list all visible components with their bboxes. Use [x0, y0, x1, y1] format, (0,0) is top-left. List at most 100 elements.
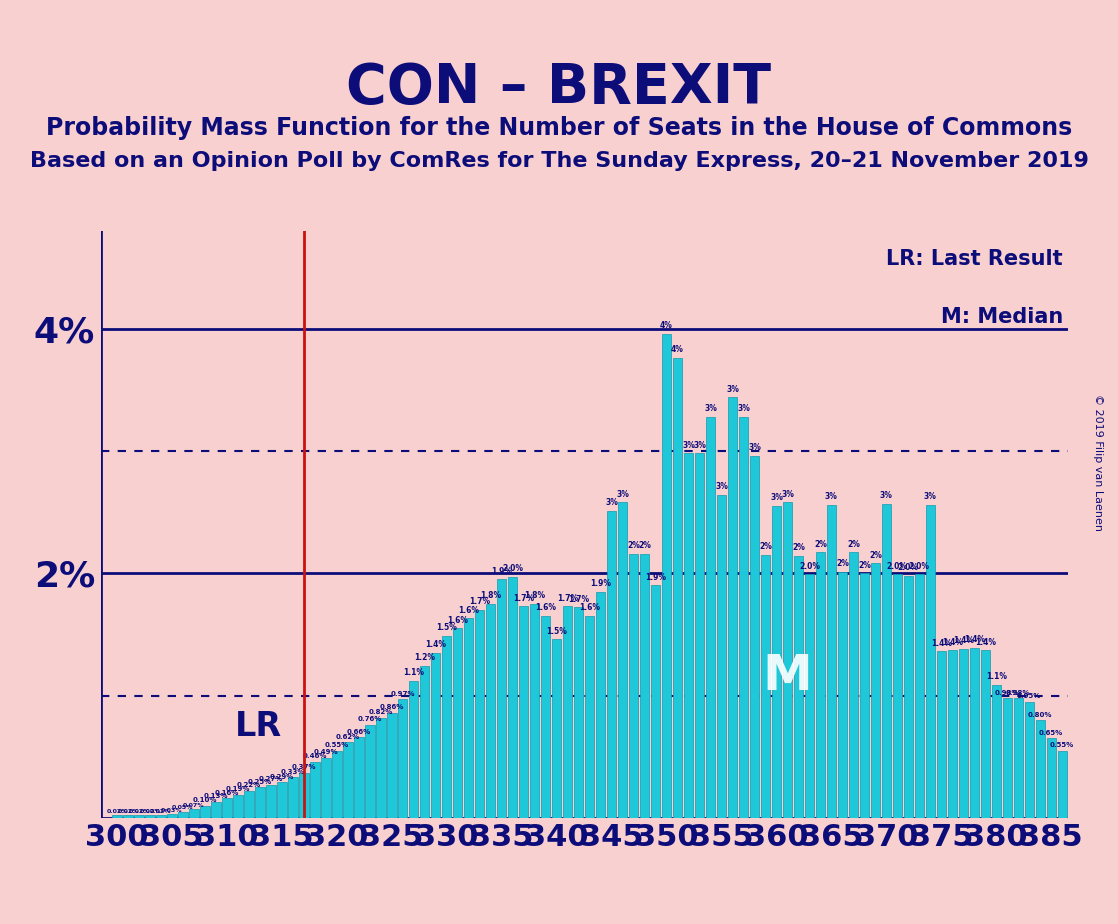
Bar — [695, 454, 704, 818]
Bar — [860, 573, 869, 818]
Text: 0.65%: 0.65% — [1039, 730, 1063, 736]
Bar — [673, 359, 682, 818]
Bar — [805, 575, 814, 818]
Text: 0.27%: 0.27% — [258, 776, 283, 783]
Bar — [849, 553, 859, 818]
Bar — [629, 553, 638, 818]
Text: 0.82%: 0.82% — [369, 709, 394, 715]
Bar — [420, 666, 429, 818]
Text: 0.98%: 0.98% — [1006, 689, 1031, 696]
Text: 0.49%: 0.49% — [313, 749, 339, 756]
Text: 1.7%: 1.7% — [513, 593, 534, 602]
Text: 1.1%: 1.1% — [986, 672, 1006, 681]
Bar — [277, 783, 286, 818]
Bar — [519, 606, 529, 818]
Bar — [728, 397, 737, 818]
Text: 0.33%: 0.33% — [281, 769, 305, 775]
Text: 1.6%: 1.6% — [447, 615, 468, 625]
Text: 3%: 3% — [770, 493, 783, 503]
Text: Based on an Opinion Poll by ComRes for The Sunday Express, 20–21 November 2019: Based on an Opinion Poll by ComRes for T… — [29, 151, 1089, 171]
Text: 4%: 4% — [671, 346, 684, 355]
Text: 0.46%: 0.46% — [303, 753, 328, 760]
Text: 0.25%: 0.25% — [248, 779, 272, 784]
Text: 1.4%: 1.4% — [931, 638, 951, 648]
Text: 2%: 2% — [836, 559, 849, 568]
Bar — [409, 681, 418, 818]
Text: 0.02%: 0.02% — [117, 809, 139, 814]
Bar — [771, 506, 781, 818]
Bar — [783, 503, 793, 818]
Bar — [826, 505, 836, 818]
Text: 3%: 3% — [704, 404, 717, 413]
Text: 2%: 2% — [638, 541, 651, 550]
Bar — [332, 750, 342, 818]
Bar — [508, 577, 518, 818]
Text: 0.29%: 0.29% — [269, 773, 294, 780]
Bar — [255, 787, 265, 818]
Bar — [837, 572, 847, 818]
Bar — [948, 650, 957, 818]
Text: 1.7%: 1.7% — [568, 595, 589, 603]
Text: 0.97%: 0.97% — [390, 691, 415, 697]
Text: 3%: 3% — [880, 491, 893, 500]
Bar — [684, 454, 693, 818]
Text: 0.02%: 0.02% — [150, 809, 172, 814]
Text: 2.0%: 2.0% — [887, 562, 908, 571]
Bar — [882, 504, 891, 818]
Bar — [607, 511, 616, 818]
Bar — [717, 495, 727, 818]
Bar — [937, 651, 946, 818]
Text: 2%: 2% — [792, 543, 805, 553]
Bar — [398, 699, 407, 818]
Bar — [618, 503, 627, 818]
Text: 2.0%: 2.0% — [502, 565, 523, 573]
Text: 1.5%: 1.5% — [547, 626, 567, 636]
Text: 3%: 3% — [923, 492, 937, 501]
Bar — [475, 610, 484, 818]
Text: M: Median: M: Median — [940, 308, 1063, 327]
Bar — [1003, 698, 1012, 818]
Bar — [816, 553, 825, 818]
Bar — [442, 636, 452, 818]
Bar — [168, 814, 177, 818]
Bar — [639, 553, 650, 818]
Text: M: M — [762, 651, 813, 699]
Bar — [113, 815, 122, 818]
Text: 0.16%: 0.16% — [215, 790, 239, 796]
Text: 1.9%: 1.9% — [645, 573, 666, 582]
Text: 0.03%: 0.03% — [161, 808, 183, 813]
Text: 0.37%: 0.37% — [292, 764, 316, 770]
Bar — [1058, 750, 1067, 818]
Text: 1.8%: 1.8% — [481, 591, 501, 601]
Bar — [596, 591, 605, 818]
Text: 2%: 2% — [858, 561, 871, 569]
Text: 0.19%: 0.19% — [226, 786, 250, 792]
Text: 0.22%: 0.22% — [237, 783, 262, 788]
Bar — [585, 616, 595, 818]
Bar — [794, 556, 803, 818]
Bar — [486, 603, 495, 818]
Bar — [739, 417, 748, 818]
Bar — [145, 815, 154, 818]
Text: 1.9%: 1.9% — [491, 566, 512, 576]
Text: 3%: 3% — [605, 498, 618, 507]
Text: 1.7%: 1.7% — [557, 593, 578, 602]
Bar — [958, 649, 968, 818]
Bar — [123, 815, 133, 818]
Bar — [1035, 720, 1045, 818]
Bar — [453, 628, 463, 818]
Bar — [464, 618, 473, 818]
Bar — [288, 777, 297, 818]
Bar — [200, 806, 210, 818]
Text: 1.4%: 1.4% — [953, 637, 974, 645]
Bar — [980, 650, 989, 818]
Text: 0.10%: 0.10% — [192, 797, 217, 803]
Text: 1.1%: 1.1% — [404, 668, 425, 677]
Text: 3%: 3% — [716, 482, 728, 492]
Text: 2.0%: 2.0% — [898, 563, 919, 572]
Text: 2%: 2% — [869, 551, 882, 560]
Bar — [1046, 738, 1055, 818]
Bar — [871, 564, 880, 818]
Bar — [432, 652, 440, 818]
Text: 3%: 3% — [726, 384, 739, 394]
